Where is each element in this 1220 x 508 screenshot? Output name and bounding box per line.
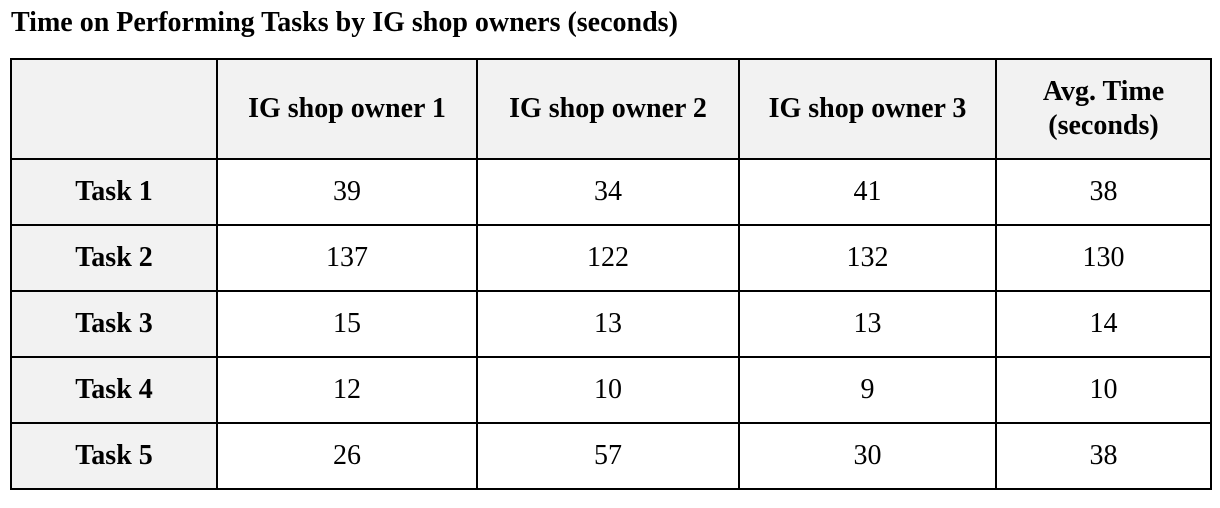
table-cell: 57 [476,422,740,490]
table-title: Time on Performing Tasks by IG shop owne… [11,7,678,38]
table-cell: 26 [216,422,478,490]
table-cell: 13 [738,290,997,358]
table-row: Task 4 12 10 9 10 [10,356,1212,424]
table-cell: 30 [738,422,997,490]
table-cell: 9 [738,356,997,424]
table-row: Task 3 15 13 13 14 [10,290,1212,358]
table-cell: 13 [476,290,740,358]
table-cell: 38 [995,422,1212,490]
data-table: IG shop owner 1 IG shop owner 2 IG shop … [10,58,1212,490]
table-cell: 130 [995,224,1212,292]
table-cell: 12 [216,356,478,424]
table-cell: 14 [995,290,1212,358]
row-label: Task 5 [10,422,218,490]
avg-header-line: Avg. Time [1042,76,1165,107]
table-row: Task 1 39 34 41 38 [10,158,1212,226]
table-row: Task 2 137 122 132 130 [10,224,1212,292]
table-cell: 132 [738,224,997,292]
table-cell: 10 [476,356,740,424]
row-label: Task 3 [10,290,218,358]
column-header: IG shop owner 1 [216,58,478,160]
column-header: IG shop owner 3 [738,58,997,160]
row-label: Task 2 [10,224,218,292]
table-cell: 39 [216,158,478,226]
table-cell: 38 [995,158,1212,226]
table-cell: 137 [216,224,478,292]
column-header: IG shop owner 2 [476,58,740,160]
table-cell: 15 [216,290,478,358]
table-row: Task 5 26 57 30 38 [10,422,1212,490]
row-label: Task 1 [10,158,218,226]
table-cell: 10 [995,356,1212,424]
table-cell: 41 [738,158,997,226]
table-cell: 122 [476,224,740,292]
header-row: IG shop owner 1 IG shop owner 2 IG shop … [10,58,1212,160]
column-header-avg-time: Avg. Time (seconds) [995,58,1212,160]
corner-cell [10,58,218,160]
row-label: Task 4 [10,356,218,424]
table-cell: 34 [476,158,740,226]
avg-header-line: (seconds) [1048,110,1159,141]
